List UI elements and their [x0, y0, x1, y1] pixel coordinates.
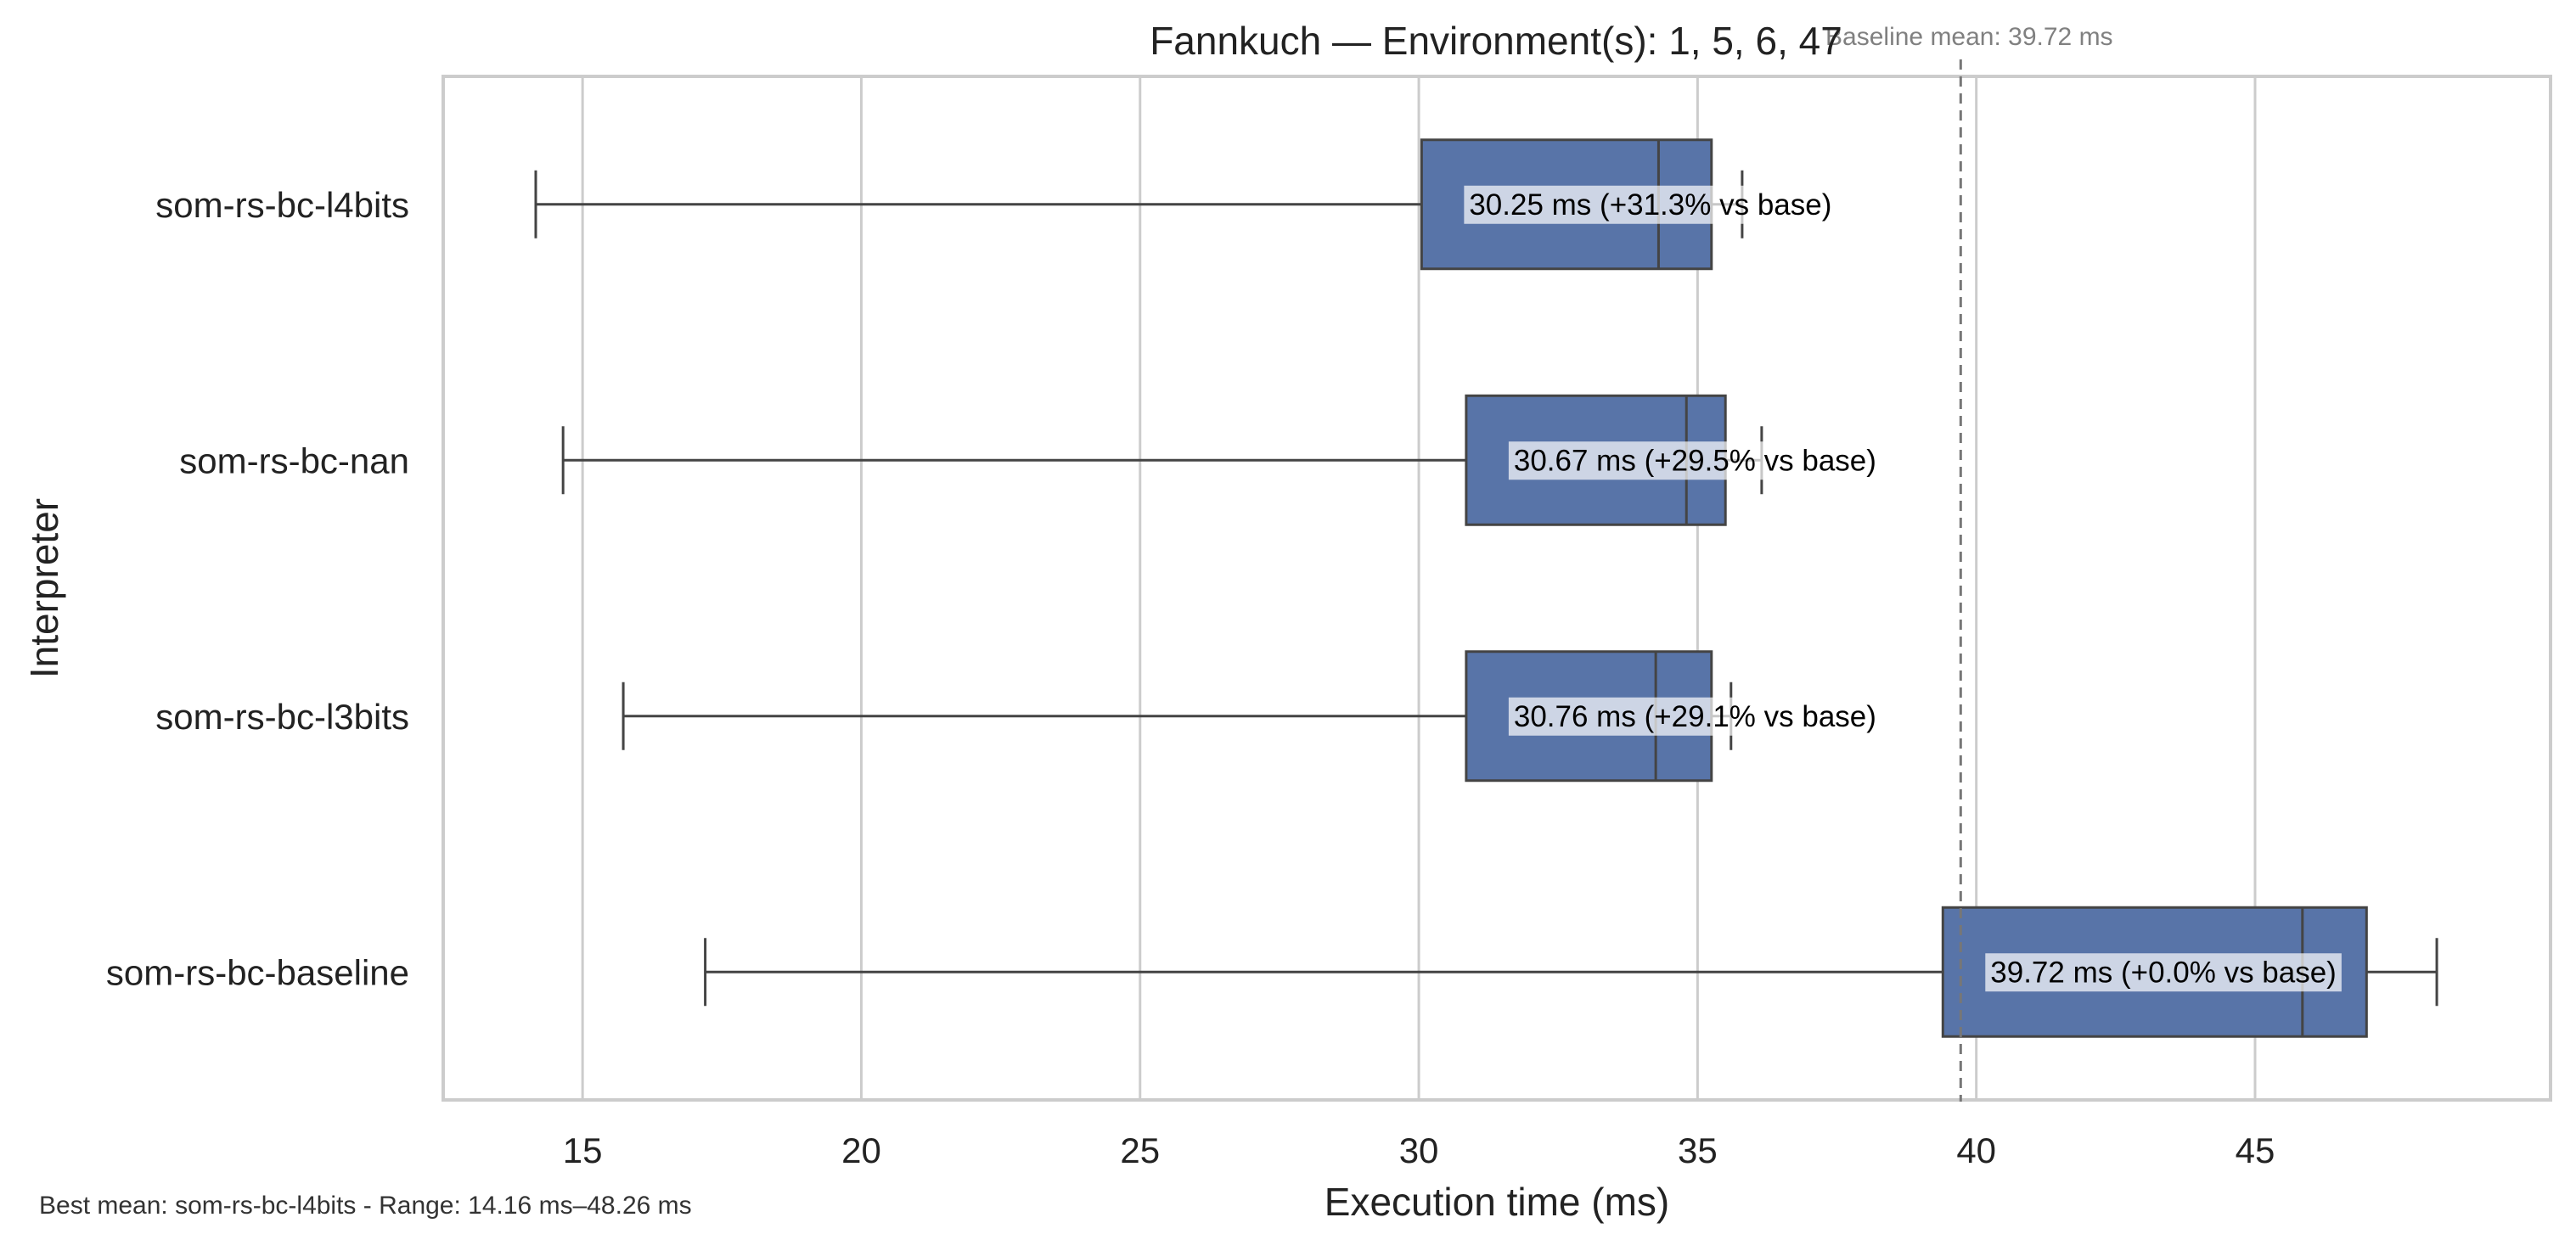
- footer-note: Best mean: som-rs-bc-l4bits - Range: 14.…: [39, 1192, 692, 1220]
- y-axis-label: Interpreter: [22, 498, 66, 678]
- annotation-som-rs-bc-nan: 30.67 ms (+29.5% vs base): [1508, 441, 1881, 480]
- annotation-som-rs-bc-l3bits: 30.76 ms (+29.1% vs base): [1508, 697, 1881, 736]
- baseline-mean-label: Baseline mean: 39.72 ms: [1825, 23, 2113, 51]
- plot-frame: [442, 75, 2552, 1102]
- annotation-som-rs-bc-l4bits: 30.25 ms (+31.3% vs base): [1464, 185, 1837, 224]
- baseline-group: Baseline mean: 39.72 ms: [1825, 23, 2113, 1102]
- x-tick-label-30: 30: [1399, 1130, 1439, 1170]
- x-tick-label-45: 45: [2236, 1130, 2275, 1170]
- annotation-text: 30.76 ms (+29.1% vs base): [1514, 700, 1876, 733]
- annotation-background: [1985, 953, 2342, 992]
- annotation-text: 30.67 ms (+29.5% vs base): [1514, 444, 1876, 477]
- annotation-background: [1508, 697, 1881, 736]
- mean-annotations: 30.25 ms (+31.3% vs base) 30.67 ms (+29.5…: [1464, 185, 2342, 992]
- x-tick-label-15: 15: [563, 1130, 603, 1170]
- annotation-background: [1508, 441, 1881, 480]
- annotation-text: 39.72 ms (+0.0% vs base): [1990, 956, 2337, 989]
- chart-title: Fannkuch — Environment(s): 1, 5, 6, 47: [1150, 19, 1842, 63]
- y-tick-label-som-rs-bc-l3bits: som-rs-bc-l3bits: [155, 697, 409, 737]
- annotation-background: [1464, 185, 1837, 224]
- x-tick-label-35: 35: [1678, 1130, 1718, 1170]
- y-category-labels: som-rs-bc-l4bits som-rs-bc-nan som-rs-bc-l…: [106, 185, 409, 993]
- annotation-som-rs-bc-baseline: 39.72 ms (+0.0% vs base): [1985, 953, 2342, 992]
- x-tick-label-40: 40: [1956, 1130, 1996, 1170]
- x-axis-label: Execution time (ms): [1325, 1180, 1669, 1224]
- x-tick-label-25: 25: [1120, 1130, 1160, 1170]
- y-tick-label-som-rs-bc-baseline: som-rs-bc-baseline: [106, 952, 409, 992]
- x-tick-labels: 15 20 25 30 35 40 45: [563, 1130, 2275, 1170]
- annotation-text: 30.25 ms (+31.3% vs base): [1469, 188, 1831, 222]
- x-tick-label-20: 20: [841, 1130, 881, 1170]
- y-tick-label-som-rs-bc-nan: som-rs-bc-nan: [179, 440, 409, 480]
- y-tick-label-som-rs-bc-l4bits: som-rs-bc-l4bits: [155, 185, 409, 225]
